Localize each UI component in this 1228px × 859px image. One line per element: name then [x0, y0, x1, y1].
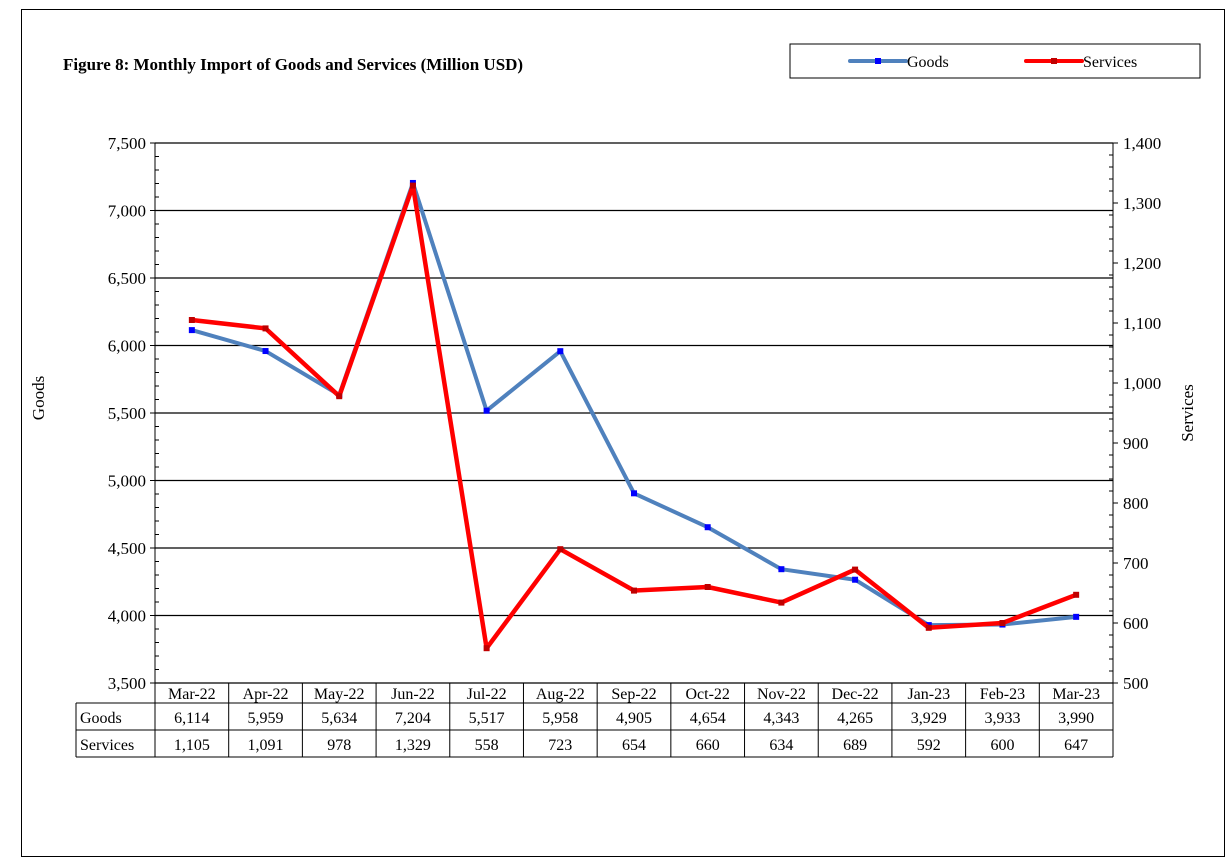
- legend-goods-marker: [875, 58, 881, 64]
- data-point-goods: [188, 327, 195, 334]
- data-point-goods: [852, 576, 859, 583]
- y-left-tick-label: 4,000: [108, 607, 146, 626]
- x-tick-label: Jun-22: [391, 686, 435, 703]
- y-left-axis-label: Goods: [29, 376, 48, 420]
- table-cell-value: 1,105: [174, 737, 210, 754]
- data-point-services: [778, 599, 785, 606]
- table-cell-value: 600: [990, 737, 1014, 754]
- data-point-goods: [1073, 613, 1080, 620]
- x-tick-label: Jul-22: [467, 686, 507, 703]
- data-point-services: [1073, 591, 1080, 598]
- x-tick-label: Dec-22: [832, 686, 879, 703]
- x-tick-label: Sep-22: [611, 686, 656, 703]
- table-row-label: Services: [80, 737, 134, 754]
- y-right-tick-label: 1,100: [1123, 314, 1161, 333]
- table-cell-value: 558: [475, 737, 499, 754]
- table-cell-value: 6,114: [174, 710, 209, 727]
- table-cell-value: 4,343: [763, 710, 799, 727]
- table-cell-value: 647: [1064, 737, 1088, 754]
- table-cell-value: 3,990: [1058, 710, 1094, 727]
- series-line-goods: [191, 180, 1077, 628]
- y-right-tick-label: 1,400: [1123, 134, 1161, 153]
- x-tick-label: Nov-22: [757, 686, 806, 703]
- data-point-goods: [262, 348, 269, 355]
- x-tick-label: Mar-22: [168, 686, 216, 703]
- y-right-tick-label: 700: [1123, 554, 1149, 573]
- y-left-tick-label: 7,500: [108, 134, 146, 153]
- table-cell-value: 689: [843, 737, 867, 754]
- table-cell-value: 5,959: [248, 710, 284, 727]
- table-cell-value: 1,329: [395, 737, 431, 754]
- y-left-tick-label: 4,500: [108, 539, 146, 558]
- table-cell-value: 3,929: [911, 710, 947, 727]
- y-left-tick-label: 6,500: [108, 269, 146, 288]
- legend-services-marker: [1051, 58, 1057, 64]
- chart-title: Figure 8: Monthly Import of Goods and Se…: [63, 55, 523, 74]
- table-cell-value: 723: [548, 737, 572, 754]
- table-cell-value: 592: [917, 737, 941, 754]
- legend-services-label: Services: [1083, 54, 1137, 71]
- data-point-goods: [483, 407, 490, 414]
- table-cell-value: 3,933: [984, 710, 1020, 727]
- table-cell-value: 4,905: [616, 710, 652, 727]
- x-tick-label: Feb-23: [980, 686, 1025, 703]
- x-tick-label: Jan-23: [907, 686, 950, 703]
- data-point-services: [409, 182, 416, 189]
- table-cell-value: 1,091: [248, 737, 284, 754]
- y-right-tick-label: 1,200: [1123, 254, 1161, 273]
- data-table: Mar-22 Apr-22 May-22 Jun-22 Jul-22 Aug-22 Sep-…: [75, 683, 1114, 758]
- chart-legend: Goods Services: [789, 43, 1201, 79]
- table-row-label: Goods: [80, 710, 122, 727]
- data-point-goods: [557, 348, 564, 355]
- y-right-tick-label: 600: [1123, 614, 1149, 633]
- gridlines: [155, 142, 1113, 684]
- x-tick-label: Aug-22: [536, 686, 585, 703]
- y-left-tick-label: 5,000: [108, 472, 146, 491]
- data-point-services: [999, 620, 1006, 626]
- table-cell-value: 978: [327, 737, 351, 754]
- table-cell-value: 4,654: [690, 710, 726, 727]
- y-left-tick-label: 3,500: [108, 674, 146, 693]
- x-tick-label: May-22: [314, 686, 365, 703]
- data-point-services: [188, 317, 195, 323]
- series-layer: [188, 179, 1080, 652]
- table-cell-value: 5,634: [321, 710, 357, 727]
- table-cell-value: 660: [696, 737, 720, 754]
- table-cell-value: 5,958: [542, 710, 578, 727]
- x-tick-label: Apr-22: [243, 686, 289, 703]
- table-cell-value: 654: [622, 737, 646, 754]
- y-right-axis-label: Services: [1178, 384, 1197, 442]
- table-cell-value: 7,204: [395, 710, 431, 727]
- data-point-services: [704, 584, 711, 590]
- data-point-goods: [631, 490, 637, 497]
- chart-frame: [21, 9, 1225, 857]
- y-right-tick-label: 1,000: [1123, 374, 1161, 393]
- y-right-tick-label: 800: [1123, 494, 1149, 513]
- data-point-services: [557, 546, 564, 553]
- table-cell-value: 634: [769, 737, 793, 754]
- x-tick-label: Oct-22: [685, 686, 729, 703]
- data-point-goods: [704, 524, 711, 531]
- y-right-tick-label: 500: [1123, 674, 1149, 693]
- y-left-tick-label: 7,000: [108, 202, 146, 221]
- y-right-tick-label: 900: [1123, 434, 1149, 453]
- data-point-services: [631, 587, 637, 594]
- data-point-goods: [778, 566, 785, 573]
- data-point-services: [925, 624, 932, 631]
- y-left-tick-label: 5,500: [108, 404, 146, 423]
- data-point-services: [852, 566, 859, 573]
- x-tick-label: Mar-23: [1052, 686, 1100, 703]
- y-left-tick-label: 6,000: [108, 337, 146, 356]
- table-cell-value: 4,265: [837, 710, 873, 727]
- y-right-tick-label: 1,300: [1123, 194, 1161, 213]
- axes: 3,500 4,000 4,500 5,000 5,500 6,000 6,500 7,000…: [108, 134, 1162, 693]
- data-point-services: [483, 645, 490, 652]
- table-cell-value: 5,517: [469, 710, 505, 727]
- data-point-services: [262, 325, 269, 332]
- legend-goods-label: Goods: [907, 54, 949, 71]
- series-line-services: [191, 183, 1077, 651]
- data-point-services: [336, 393, 343, 400]
